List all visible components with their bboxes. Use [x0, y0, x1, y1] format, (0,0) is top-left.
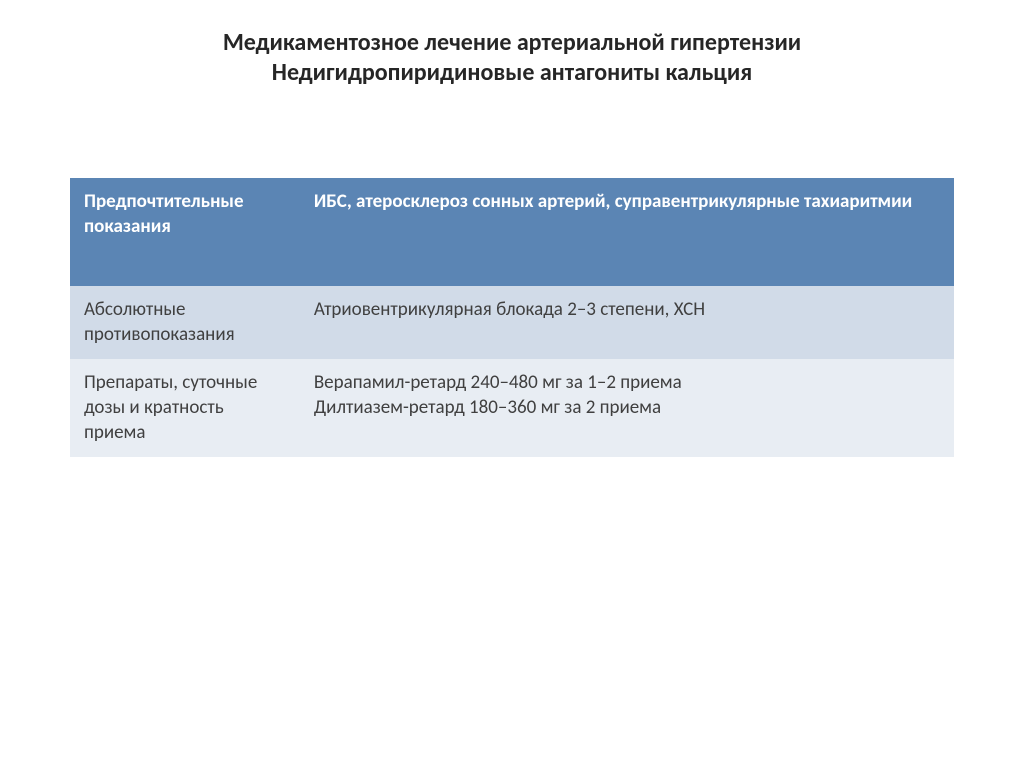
- cell-drugs-label: Препараты, суточные дозы и кратность при…: [70, 359, 300, 457]
- cell-contra-value: Атриовентрикулярная блокада 2–3 степени,…: [300, 286, 954, 359]
- slide-title: Медикаментозное лечение артериальной гип…: [70, 28, 954, 88]
- cell-drugs-value: Верапамил-ретард 240–480 мг за 1–2 прием…: [300, 359, 954, 457]
- title-line-1: Медикаментозное лечение артериальной гип…: [70, 28, 954, 58]
- title-line-2: Недигидропиридиновые антагониты кальция: [70, 58, 954, 88]
- medication-table: Предпочтительные показания ИБС, атероскл…: [70, 178, 954, 457]
- table-row: Абсолютные противопоказания Атриовентрик…: [70, 286, 954, 359]
- cell-pref-indications-label: Предпочтительные показания: [70, 178, 300, 286]
- table-row: Предпочтительные показания ИБС, атероскл…: [70, 178, 954, 286]
- cell-pref-indications-value: ИБС, атеросклероз сонных артерий, суправ…: [300, 178, 954, 286]
- table-row: Препараты, суточные дозы и кратность при…: [70, 359, 954, 457]
- slide: Медикаментозное лечение артериальной гип…: [0, 0, 1024, 767]
- cell-contra-label: Абсолютные противопоказания: [70, 286, 300, 359]
